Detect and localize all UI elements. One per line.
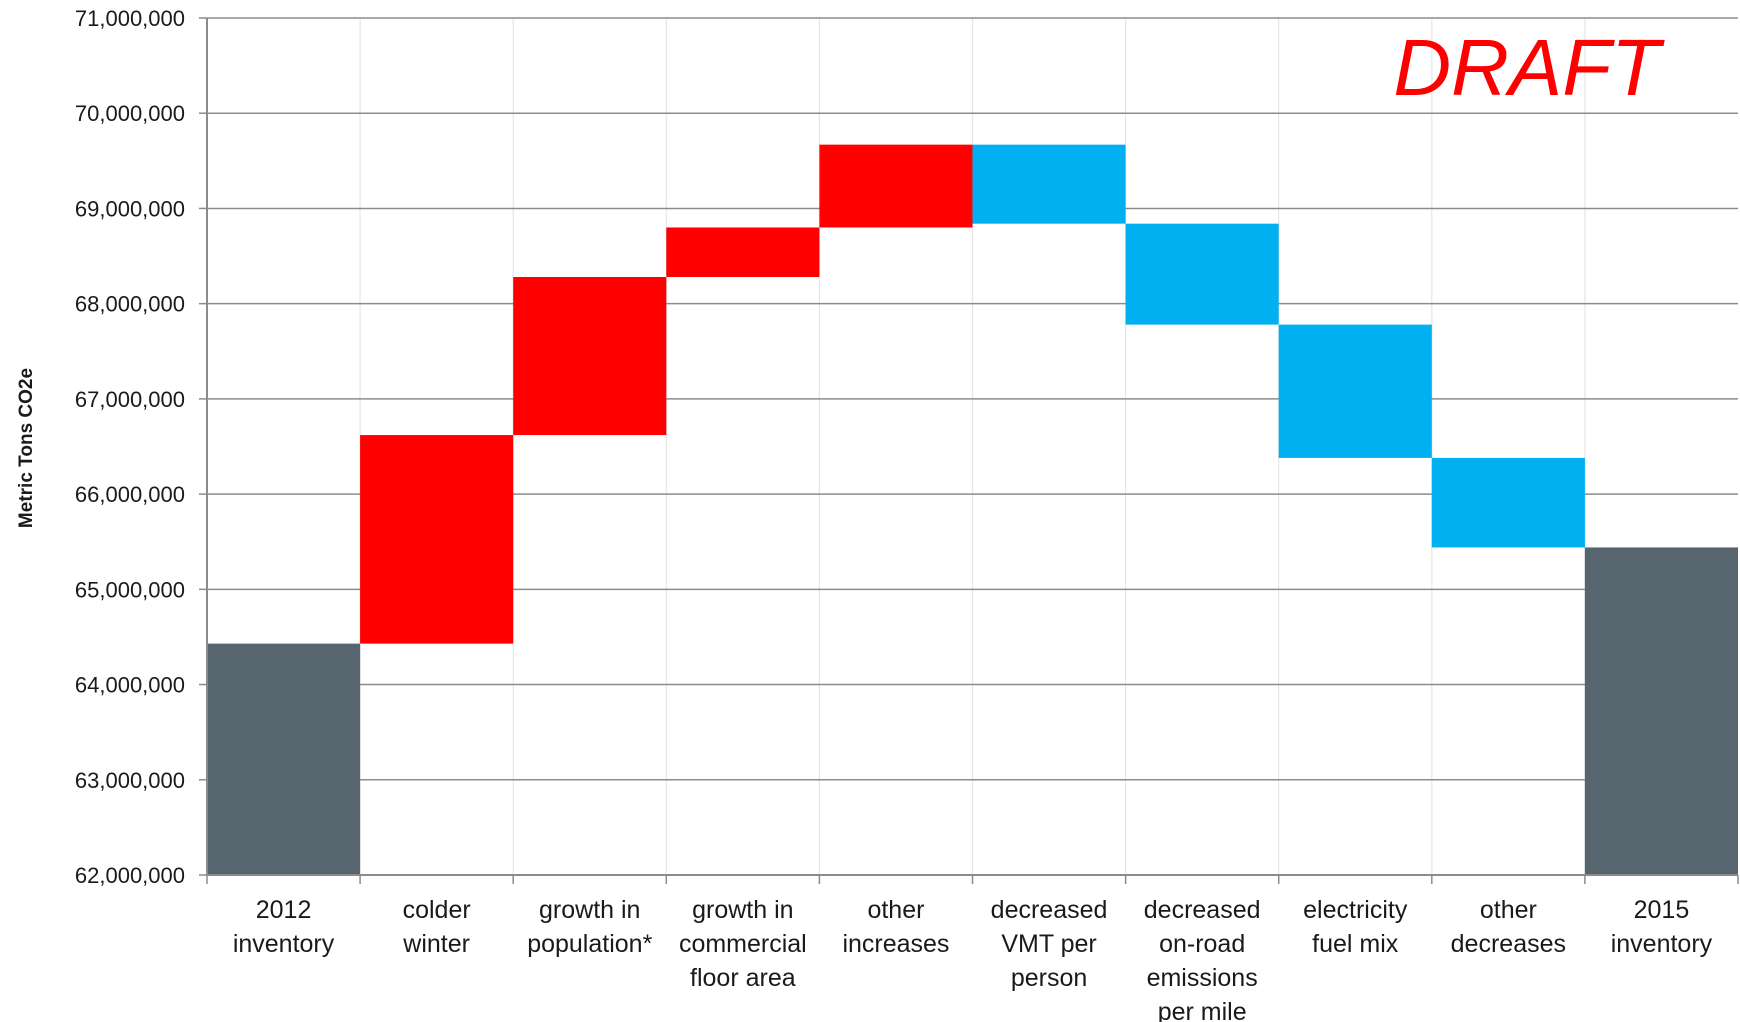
- y-tick-label: 69,000,000: [75, 196, 185, 221]
- draft-annotation: DRAFT: [1393, 23, 1665, 112]
- waterfall-bar-total: [207, 643, 361, 875]
- y-tick-label: 71,000,000: [75, 6, 185, 31]
- labels: 62,000,000 63,000,000 64,000,000 65,000,000…: [75, 6, 1713, 1022]
- x-category-label: growth in population*: [527, 896, 652, 958]
- waterfall-bar-decrease: [1431, 457, 1585, 548]
- waterfall-bar-increase: [666, 227, 820, 278]
- x-category-label: other increases: [842, 896, 949, 958]
- y-tick-label: 66,000,000: [75, 482, 185, 507]
- waterfall-bar-decrease: [1125, 223, 1279, 325]
- x-category-label: electricity fuel mix: [1303, 896, 1408, 958]
- y-tick-label: 65,000,000: [75, 577, 185, 602]
- y-tick-label: 70,000,000: [75, 101, 185, 126]
- axes: [199, 17, 1739, 884]
- waterfall-bar-decrease: [972, 144, 1126, 224]
- y-tick-label: 67,000,000: [75, 387, 185, 412]
- waterfall-bar-increase: [360, 435, 514, 644]
- x-category-label: decreased VMT per person: [991, 896, 1108, 992]
- x-category-label: 2012 inventory: [233, 896, 335, 958]
- waterfall-bar-increase: [819, 144, 973, 228]
- x-category-label: other decreases: [1451, 896, 1566, 958]
- y-axis-label: Metric Tons CO2e: [16, 368, 37, 528]
- x-category-label: 2015 inventory: [1611, 896, 1713, 958]
- y-tick-label: 64,000,000: [75, 673, 185, 698]
- x-category-label: decreased on-road emissions per mile: [1144, 896, 1261, 1022]
- waterfall-bar-total: [1584, 547, 1738, 875]
- y-tick-label: 63,000,000: [75, 768, 185, 793]
- x-category-label: growth in commercial floor area: [679, 896, 807, 992]
- y-tick-label: 68,000,000: [75, 292, 185, 317]
- waterfall-bar-increase: [513, 277, 667, 436]
- x-category-label: colder winter: [402, 896, 470, 958]
- bars: [207, 144, 1738, 875]
- waterfall-bar-decrease: [1278, 324, 1432, 458]
- y-tick-label: 62,000,000: [75, 863, 185, 888]
